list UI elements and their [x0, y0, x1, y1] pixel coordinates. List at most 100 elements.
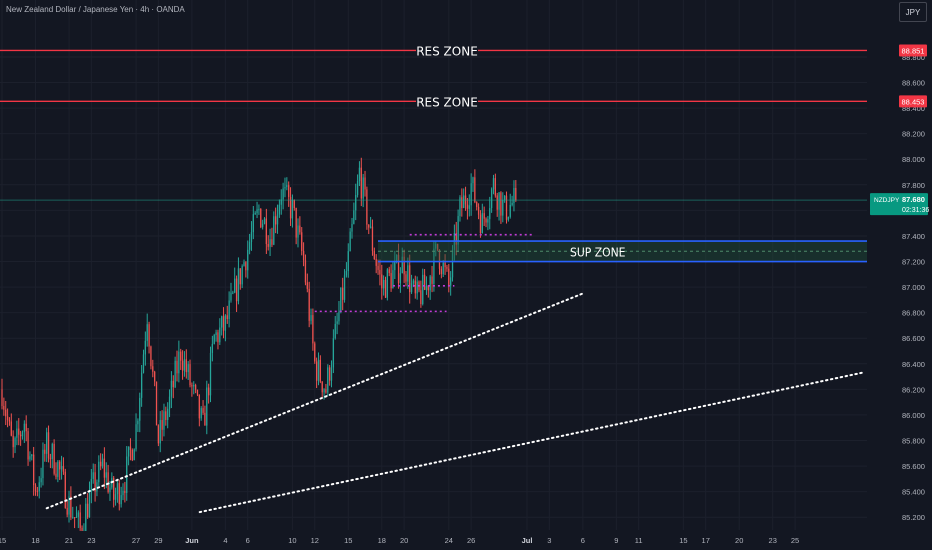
candle-body: [345, 271, 348, 276]
candle-body: [258, 208, 260, 210]
candle-body: [358, 167, 361, 181]
candle-body: [323, 389, 325, 393]
candle-body: [3, 405, 5, 410]
candle-body: [317, 359, 320, 381]
candle-body: [94, 472, 96, 492]
candle-body: [81, 527, 83, 533]
candle-body: [219, 327, 221, 343]
candle-body: [256, 209, 258, 214]
candle-body: [46, 432, 48, 454]
candle-body: [204, 412, 206, 426]
time-tick-label: 15: [679, 536, 687, 545]
candle-body: [301, 232, 303, 251]
price-tick-label: 85.400: [902, 488, 925, 497]
candle-body: [282, 188, 284, 200]
candle-body: [211, 343, 214, 353]
candle-body: [306, 282, 308, 289]
candle-body: [148, 324, 150, 347]
candle-body: [34, 485, 37, 492]
candle-body: [476, 202, 478, 207]
instrument-title: New Zealand Dollar / Japanese Yen · 4h ·…: [6, 5, 185, 14]
candle-body: [44, 449, 46, 454]
candle-body: [31, 454, 33, 457]
candle-body: [21, 432, 24, 437]
resistance-price-text: 88.453: [902, 97, 925, 106]
candle-body: [420, 290, 422, 304]
support-zone-fill: [378, 241, 867, 262]
candle-body: [265, 218, 268, 244]
candle-body: [416, 281, 418, 294]
time-tick-label: 20: [735, 536, 743, 545]
time-tick-label: 11: [635, 536, 643, 545]
time-tick-label: 12: [311, 536, 319, 545]
candle-body: [75, 516, 78, 518]
price-tick-label: 88.200: [902, 130, 925, 139]
candle-body: [472, 177, 474, 184]
price-axis-bg: [868, 0, 932, 550]
candle-body: [202, 408, 204, 413]
candle-body: [142, 354, 145, 373]
price-axis[interactable]: 85.200 85.400 85.600 85.800 86.000 86.200 86.4…: [868, 0, 932, 550]
candle-body: [49, 458, 52, 460]
candle-body: [157, 425, 160, 444]
candle-body: [489, 208, 491, 220]
candle-body: [280, 199, 282, 205]
trendline: [45, 292, 584, 510]
candle-body: [340, 287, 342, 313]
price-tick-label: 86.400: [902, 360, 925, 369]
candle-body: [245, 262, 247, 271]
time-tick-label: 9: [614, 536, 618, 545]
candle-body: [55, 473, 57, 477]
candle-body: [332, 338, 335, 368]
candle-body: [85, 503, 87, 533]
candle-body: [492, 178, 495, 190]
price-tick-label: 86.600: [902, 334, 925, 343]
candle-body: [6, 416, 9, 420]
candle-body: [155, 381, 158, 426]
time-tick-label: 4: [223, 536, 227, 545]
currency-button[interactable]: JPY: [899, 2, 927, 22]
candle-body: [1, 389, 3, 406]
candle-body: [334, 323, 336, 339]
candle-body: [433, 248, 435, 284]
candle-body: [101, 458, 104, 467]
candle-body: [403, 256, 405, 275]
candle-body: [131, 449, 133, 461]
candle-body: [315, 361, 318, 381]
candle-body: [73, 517, 76, 519]
candle-body: [187, 364, 189, 373]
trendline: [198, 371, 864, 514]
candle-body: [368, 224, 370, 228]
candle-body: [14, 437, 16, 448]
candle-body: [224, 315, 227, 331]
candle-body: [174, 360, 176, 388]
candle-body: [105, 472, 107, 478]
candle-body: [336, 321, 338, 324]
candle-body: [377, 265, 379, 270]
candle-body: [152, 366, 154, 372]
candle-body: [515, 187, 517, 201]
candle-body: [98, 461, 100, 483]
candle-body: [451, 249, 454, 278]
zones: SUP ZONE RES ZONE RES ZONE: [0, 44, 867, 514]
candle-body: [40, 478, 42, 483]
candle-body: [314, 343, 316, 362]
candle-body: [198, 394, 200, 419]
candle-body: [140, 372, 143, 398]
time-tick-label: 3: [547, 536, 551, 545]
candle-body: [448, 268, 450, 286]
time-axis[interactable]: 15 18 21 23 27 29 Jun 4 6 10 12 15 18 20 24 26 Jul 3 6 9 11 1…: [0, 531, 868, 550]
candle-body: [226, 315, 228, 320]
candle-body: [62, 466, 65, 472]
candle-body: [362, 177, 364, 199]
candle-body: [79, 512, 81, 528]
candle-body: [116, 483, 119, 495]
candle-body: [217, 332, 219, 343]
candle-body: [42, 449, 44, 479]
candle-body: [310, 315, 312, 321]
candle-body: [278, 204, 281, 215]
candle-body: [51, 443, 53, 459]
candle-body: [381, 274, 383, 289]
price-tick-label: 85.800: [902, 437, 925, 446]
